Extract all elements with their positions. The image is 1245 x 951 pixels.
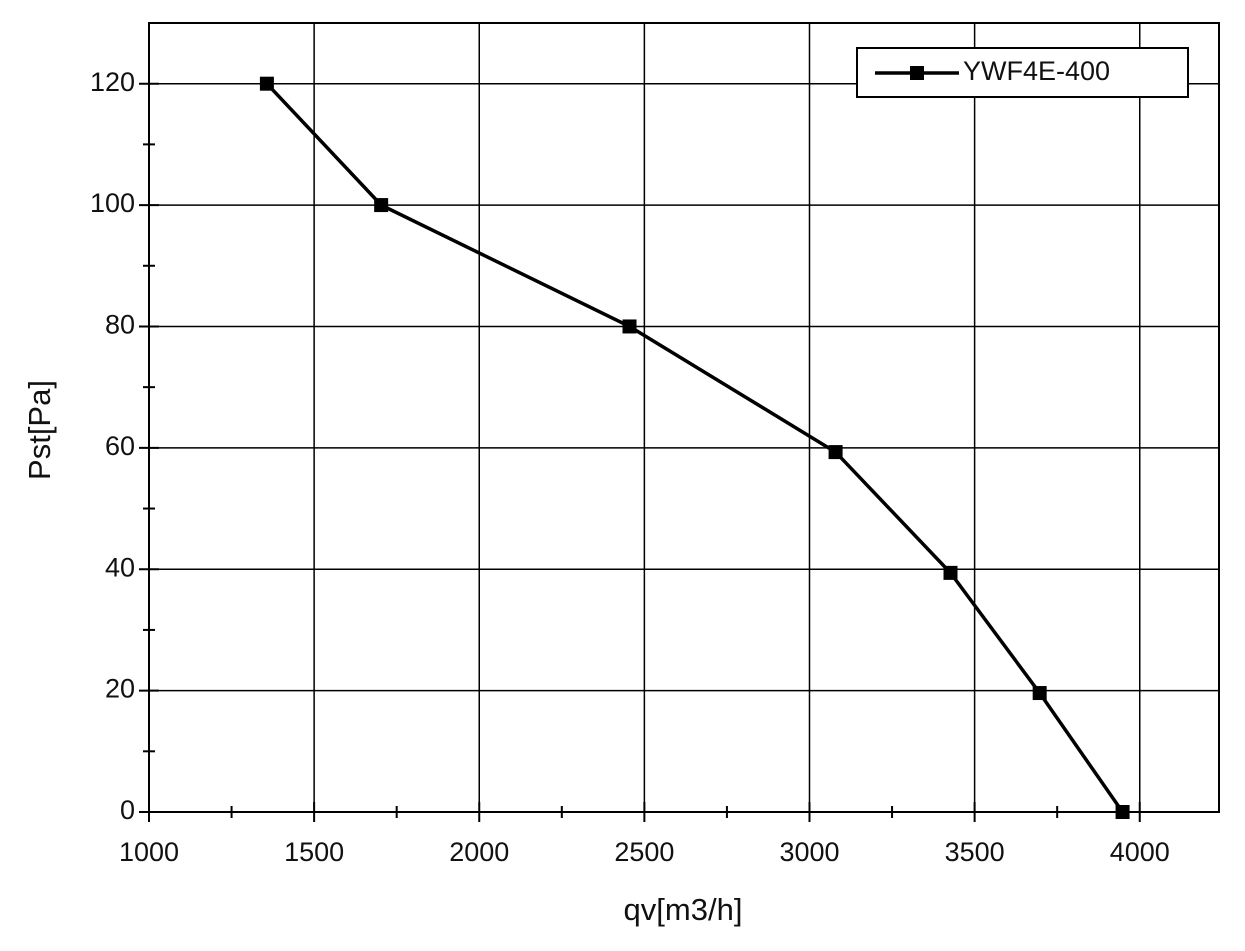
x-tick-label: 4000 [1110,837,1170,867]
y-axis-label: Pst[Pa] [22,380,57,480]
legend-label: YWF4E-400 [963,56,1110,86]
legend-marker [910,66,924,80]
point-marker [943,565,958,580]
x-tick-label: 2500 [614,837,674,867]
x-tick-label: 1500 [284,837,344,867]
y-tick-label: 100 [90,188,135,218]
point-marker [622,319,637,334]
x-axis-label: qv[m3/h] [624,892,743,927]
point-marker [1032,686,1047,701]
point-marker [828,445,843,460]
y-tick-label: 60 [105,431,135,461]
x-tick-label: 1000 [119,837,179,867]
y-tick-label: 80 [105,310,135,340]
y-tick-label: 0 [120,795,135,825]
point-marker [1115,805,1130,819]
y-tick-label: 40 [105,552,135,582]
point-marker [374,198,389,213]
x-tick-label: 3000 [779,837,839,867]
y-tick-label: 120 [90,67,135,97]
legend-box [856,47,1189,98]
point-marker [259,76,274,91]
y-tick-label: 20 [105,674,135,704]
plot-frame [148,22,1220,813]
x-tick-label: 3500 [945,837,1005,867]
x-tick-label: 2000 [449,837,509,867]
